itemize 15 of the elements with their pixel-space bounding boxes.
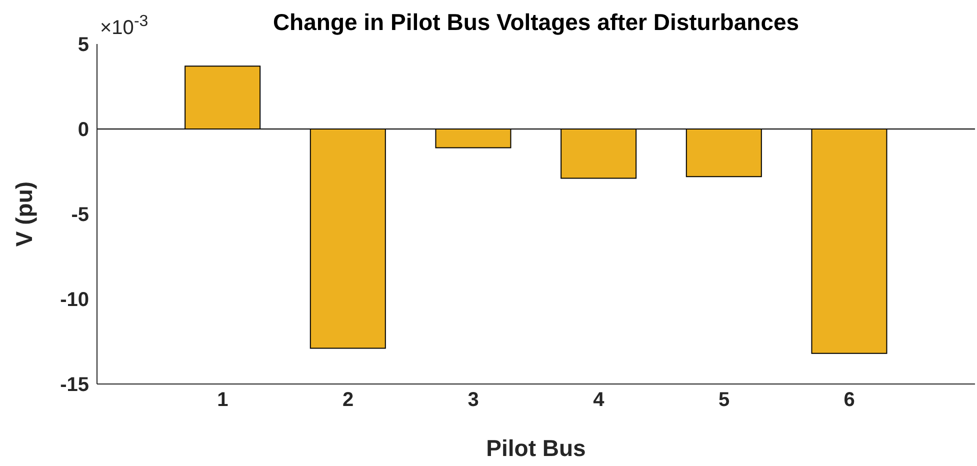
y-axis-title: V (pu) (11, 181, 37, 247)
x-tick-label: 3 (468, 389, 479, 412)
chart-title: Change in Pilot Bus Voltages after Disturbances (272, 9, 800, 35)
y-tick-label: -15 (60, 374, 89, 396)
x-tick-label: 5 (718, 389, 730, 412)
x-tick-label: 2 (342, 389, 354, 412)
y-tick-label: -5 (71, 204, 89, 226)
y-tick-label: 0 (78, 119, 89, 142)
x-tick-label: 1 (217, 389, 228, 412)
text: ×10$^{-3}$ (100, 12, 148, 39)
x-tick-label: 6 (844, 389, 855, 412)
x-axis-title: Pilot Bus (486, 435, 586, 461)
y-tick-label: 5 (78, 34, 89, 56)
x-tick-label: 4 (593, 389, 606, 412)
y-tick-label: -10 (60, 289, 89, 312)
